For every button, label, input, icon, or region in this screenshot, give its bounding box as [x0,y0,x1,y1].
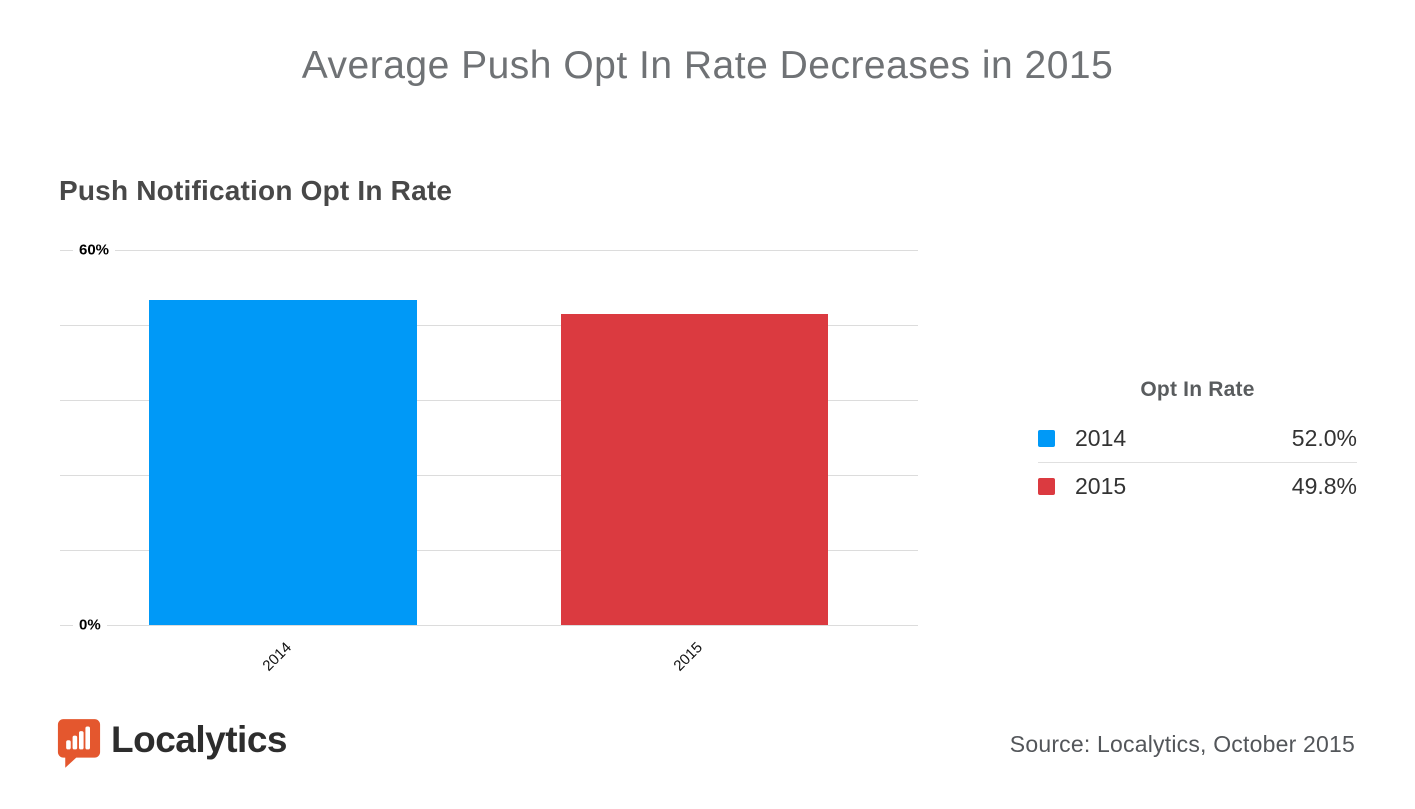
gridline [60,625,918,626]
gridline [60,475,918,476]
gridline [60,250,918,251]
legend-swatch-2014 [1038,429,1055,447]
gridline [60,325,918,326]
x-axis-tick-label-2015: 2015 [670,639,707,675]
legend-value-2014: 52.0% [1291,424,1357,451]
bar-2014 [149,300,417,625]
legend-row-2015: 2015 49.8% [1038,462,1357,510]
gridline [60,400,918,401]
localytics-logo: Localytics [57,718,287,768]
chart-legend: Opt In Rate 2014 52.0% 2015 49.8% [1038,378,1357,510]
legend-value-2015: 49.8% [1291,473,1357,499]
legend-title: Opt In Rate [1140,378,1255,401]
bar-chart-speech-bubble-icon [57,719,101,768]
gridline [60,550,918,551]
legend-label-2015: 2015 [1075,473,1127,499]
page-title: Average Push Opt In Rate Decreases in 20… [301,44,1114,87]
legend-label-2014: 2014 [1075,424,1127,451]
bar-chart-plot-area: 60% 0% 2014 2015 [60,241,918,675]
chart-title: Push Notification Opt In Rate [59,175,453,206]
bar-2015 [561,313,828,625]
y-axis-tick-label-min: 0% [73,616,107,634]
logo-wordmark: Localytics [111,719,287,760]
legend-row-2014: 2014 52.0% [1038,414,1357,462]
source-attribution: Source: Localytics, October 2015 [1009,731,1355,757]
legend-swatch-2015 [1038,478,1055,495]
y-axis-tick-label-max: 60% [73,241,116,259]
